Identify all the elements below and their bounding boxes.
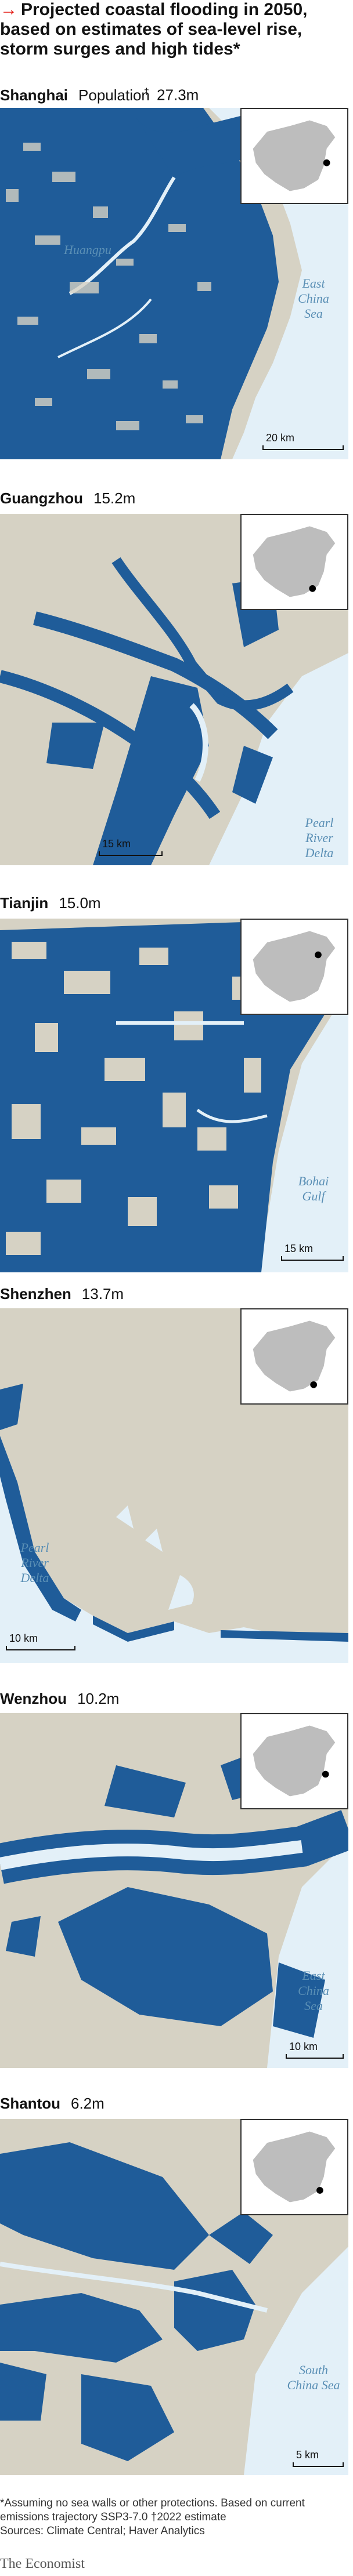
population-value: 27.3m [157,86,199,104]
scale-bar: 10 km [286,2041,344,2059]
map-shantou: South China Sea 5 km [0,2119,348,2475]
scale-bar: 15 km [99,838,163,856]
sea-label: Pearl River Delta [20,1540,49,1585]
sea-label: Pearl River Delta [305,815,334,860]
city-label-guangzhou: Guangzhou 15.2m [0,488,135,508]
scale-label: 15 km [284,1243,314,1254]
population-value: 6.2m [71,2095,105,2112]
china-locator-map [240,514,348,610]
city-name: Tianjin [0,894,49,912]
city-name: Wenzhou [0,1690,67,1707]
city-name: Guangzhou [0,489,83,507]
sea-label: Bohai Gulf [298,1174,329,1203]
city-name: Shenzhen [0,1285,71,1302]
city-label-shenzhen: Shenzhen 13.7m [0,1284,124,1304]
population-value: 15.0m [59,894,101,912]
footnote-sources: Sources: Climate Central; Haver Analytic… [0,2525,205,2537]
scale-label: 10 km [289,2041,318,2052]
population-value: 13.7m [81,1285,124,1302]
arrow-icon: → [0,0,17,19]
scale-bar: 5 km [293,2449,344,2467]
map-shanghai: Huangpu East China Sea 20 km [0,108,348,459]
scale-label: 15 km [102,838,131,850]
map-shenzhen: Pearl River Delta 10 km [0,1308,348,1663]
city-label-wenzhou: Wenzhou 10.2m [0,1689,119,1708]
city-label-shantou: Shantou 6.2m [0,2094,105,2113]
place-label-huangpu: Huangpu [64,242,111,257]
china-outline [253,2131,336,2203]
footnote: *Assuming no sea walls or other protecti… [0,2497,348,2538]
population: Population† 27.3m [78,86,199,104]
scale-bar: 10 km [6,1632,75,1650]
map-wenzhou: East China Sea 10 km [0,1713,348,2068]
flood-map [0,2119,348,2475]
city-name: Shanghai [0,86,69,104]
scale-bar: 15 km [281,1243,344,1261]
china-locator-map [240,108,348,204]
sea-label: South China Sea [287,2363,340,2392]
headline-title: Projected coastal flooding in 2050, base… [0,0,308,59]
economist-logo: The Economist [0,2556,85,2571]
footnote-notes: *Assuming no sea walls or other protecti… [0,2497,305,2523]
scale-bar: 20 km [262,432,344,450]
sea-label: East China Sea [298,276,329,321]
china-outline [253,931,336,1002]
map-guangzhou: Pearl River Delta 15 km [0,514,348,865]
population-value: 15.2m [93,489,136,507]
china-locator-map [240,1308,348,1405]
china-locator-map [240,1713,348,1809]
city-name: Shantou [0,2095,60,2112]
scale-label: 10 km [9,1632,38,1644]
map-tianjin: Bohai Gulf 15 km [0,919,348,1272]
china-outline [253,526,336,597]
china-locator-map [240,919,348,1015]
headline: → Projected coastal flooding in 2050, bas… [0,0,348,59]
scale-label: 5 km [296,2449,319,2461]
population-value: 10.2m [77,1690,120,1707]
scale-label: 20 km [266,432,295,444]
city-label-tianjin: Tianjin 15.0m [0,893,101,913]
china-locator-map [240,2119,348,2215]
city-label-shanghai: Shanghai Population† 27.3m [0,82,199,104]
china-outline [253,1320,336,1392]
china-outline [253,120,336,191]
china-outline [253,1725,336,1797]
sea-label: East China Sea [298,1968,329,2013]
